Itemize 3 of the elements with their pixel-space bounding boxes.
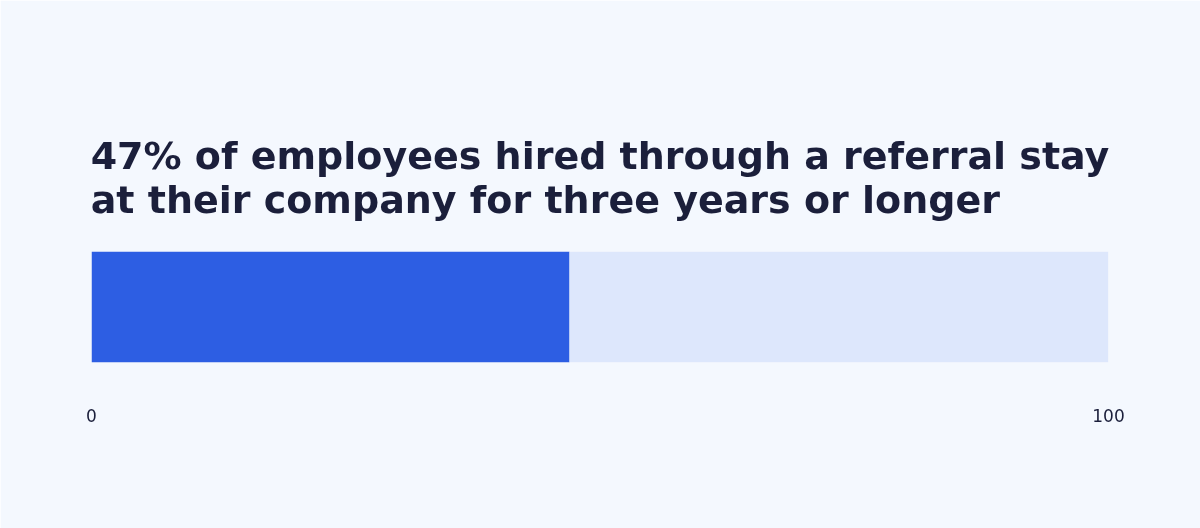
x-tick-label: 100 [1092, 405, 1125, 426]
x-tick-label: 0 [86, 405, 97, 426]
chart-title: 47% of employees hired through a referral stay at their company for three years or longer [90, 133, 1110, 222]
